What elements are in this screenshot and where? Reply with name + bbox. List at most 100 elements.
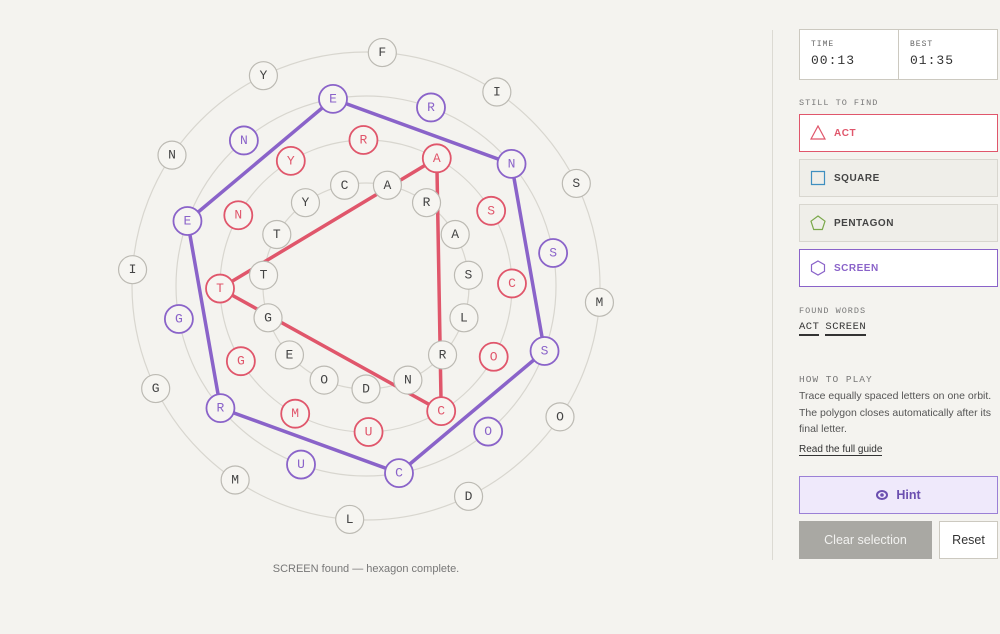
letter-circle — [440, 219, 470, 250]
letter: N — [404, 373, 412, 388]
letter-node[interactable]: R — [205, 393, 236, 424]
letter-node[interactable]: N — [223, 200, 254, 231]
orbit-board: C A R A S L R N D O E G T T Y A S C O C U M G T N Y R E R N S S O C U R G E N F… — [117, 37, 615, 535]
word-item[interactable]: SCREEN — [799, 249, 998, 287]
letter-circle — [426, 396, 457, 427]
letter: G — [237, 354, 245, 369]
letter-node[interactable]: E — [318, 83, 348, 114]
hint-button[interactable]: Hint — [799, 476, 998, 514]
letter-node[interactable]: S — [453, 260, 484, 290]
letter: S — [549, 246, 557, 261]
letter-node[interactable]: S — [538, 238, 569, 268]
word-item[interactable]: ACT — [799, 114, 998, 152]
letter-node[interactable]: O — [545, 402, 575, 432]
letter-node[interactable]: G — [141, 373, 171, 404]
letter-circle — [561, 168, 591, 199]
letter: Y — [287, 153, 295, 168]
letter-node[interactable]: D — [351, 374, 381, 404]
letter-node[interactable]: S — [476, 195, 507, 226]
clear-button[interactable]: Clear selection — [799, 521, 932, 559]
found-word: ACT — [799, 321, 820, 336]
letter-node[interactable]: M — [584, 287, 615, 317]
letter-node[interactable]: R — [427, 340, 458, 370]
letter-node[interactable]: T — [205, 273, 235, 304]
letter-circle — [411, 188, 442, 218]
letter-node[interactable]: T — [262, 219, 292, 250]
letter-node[interactable]: T — [248, 260, 279, 290]
letter-node[interactable]: R — [411, 188, 442, 218]
letter-node[interactable]: G — [225, 346, 256, 377]
letter-circle — [163, 304, 194, 334]
letter-node[interactable]: E — [172, 206, 203, 236]
letter: I — [493, 85, 501, 100]
letter-node[interactable]: U — [286, 449, 316, 480]
letter-circle — [205, 393, 236, 424]
still-title: STILL TO FIND — [799, 98, 879, 108]
letter-node[interactable]: C — [329, 170, 360, 200]
letter-node[interactable]: A — [421, 143, 452, 174]
letter-node[interactable]: R — [416, 92, 446, 123]
letter: S — [487, 203, 495, 218]
letter: O — [490, 349, 498, 364]
letter-node[interactable]: C — [497, 268, 527, 299]
letter-circle — [248, 260, 279, 290]
letter-node[interactable]: O — [309, 365, 339, 395]
letter-node[interactable]: A — [372, 170, 403, 200]
letter-node[interactable]: C — [426, 396, 457, 427]
letter-circle — [449, 303, 479, 333]
letter-circle — [335, 504, 365, 535]
letter-node[interactable]: N — [228, 125, 259, 156]
letter-node[interactable]: C — [384, 458, 414, 489]
letter-node[interactable]: U — [353, 417, 384, 447]
letter-node[interactable]: D — [453, 481, 484, 511]
shape-outline — [810, 170, 826, 186]
word-text: PENTAGON — [834, 217, 894, 229]
letter: U — [297, 457, 305, 472]
letter-node[interactable]: G — [253, 303, 283, 333]
letter-node[interactable]: F — [367, 37, 397, 68]
letter-node[interactable]: E — [274, 340, 305, 370]
letter-circle — [473, 416, 504, 447]
letter-circle — [427, 340, 458, 370]
word-item[interactable]: SQUARE — [799, 159, 998, 197]
letter-node[interactable]: A — [440, 219, 470, 250]
letter-node[interactable]: O — [473, 416, 504, 447]
letter-node[interactable]: L — [449, 303, 479, 333]
letter-node[interactable]: N — [157, 140, 187, 170]
letter: Y — [260, 68, 268, 83]
letter: E — [286, 347, 294, 362]
letter-circle — [172, 206, 203, 236]
letter-node[interactable]: O — [478, 341, 509, 372]
letter-node[interactable]: Y — [290, 188, 321, 218]
letter-circle — [351, 374, 381, 404]
letter-node[interactable]: N — [496, 148, 527, 179]
letter-circle — [372, 170, 403, 200]
letter: Y — [302, 195, 310, 210]
letter-circle — [348, 125, 379, 155]
letter: A — [384, 178, 392, 193]
letter: C — [437, 404, 445, 419]
letter-circle — [290, 188, 321, 218]
found-word: SCREEN — [825, 321, 867, 336]
letter-node[interactable]: R — [348, 125, 379, 155]
letter-node[interactable]: I — [117, 255, 148, 285]
letter: D — [362, 382, 370, 397]
letter-node[interactable]: Y — [275, 145, 306, 176]
letter-circle — [223, 200, 254, 231]
letter-circle — [478, 341, 509, 372]
letter-node[interactable]: M — [220, 465, 250, 495]
orbit-ring — [131, 51, 601, 521]
letter-node[interactable]: S — [561, 168, 591, 199]
letter-node[interactable]: M — [280, 398, 311, 429]
letter: R — [360, 133, 368, 148]
letter-node[interactable]: S — [529, 336, 560, 366]
letter-node[interactable]: L — [335, 504, 365, 535]
letter-node[interactable]: I — [482, 77, 512, 107]
letter-node[interactable]: N — [393, 365, 423, 395]
reset-button[interactable]: Reset — [939, 521, 998, 559]
letter-node[interactable]: G — [163, 304, 194, 334]
word-item[interactable]: PENTAGON — [799, 204, 998, 242]
guide-link[interactable]: Read the full guide — [799, 444, 883, 456]
letter-node[interactable]: Y — [248, 61, 279, 91]
hint-icon — [876, 490, 889, 500]
